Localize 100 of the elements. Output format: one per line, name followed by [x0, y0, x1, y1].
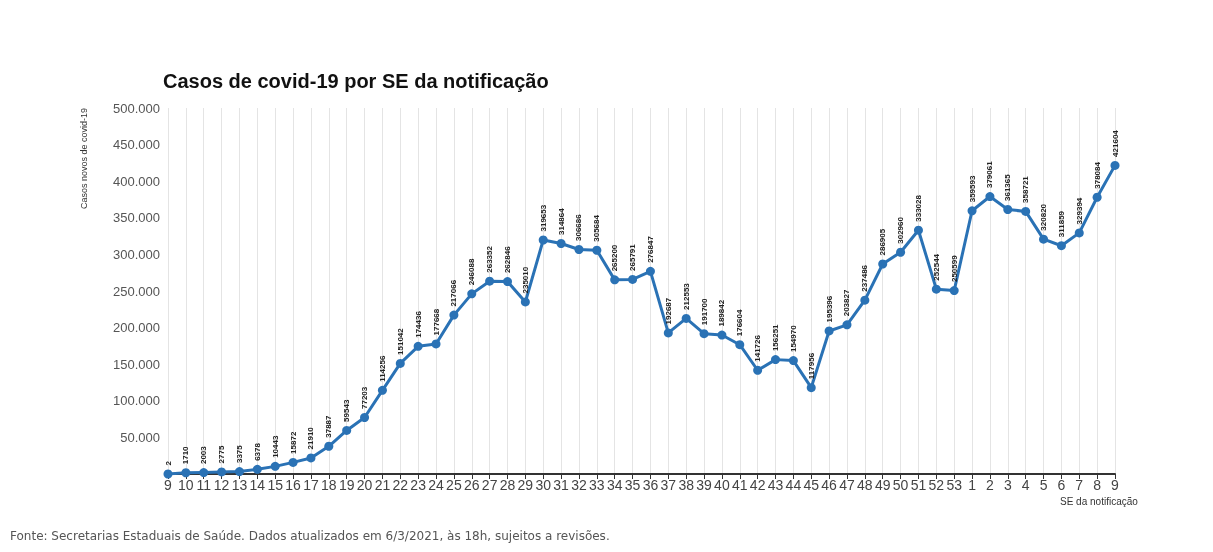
x-tick-label: 18: [321, 477, 337, 493]
x-tick-label: 7: [1075, 477, 1084, 493]
y-tick-label: 200.000: [113, 320, 160, 336]
x-tick-label: 12: [213, 477, 230, 493]
data-label: 262846: [502, 245, 512, 274]
x-tick-label: 45: [803, 477, 820, 493]
data-label: 177668: [431, 308, 441, 336]
point: [377, 385, 387, 395]
point: [824, 326, 834, 336]
point: [1074, 228, 1084, 238]
data-label: 156251: [771, 323, 781, 352]
x-tick-label: 15: [267, 477, 284, 493]
x-tick-label: 32: [571, 477, 587, 493]
point: [163, 469, 173, 479]
data-label: 174436: [413, 310, 423, 338]
data-label: 151042: [395, 327, 405, 355]
point: [288, 457, 298, 467]
point: [1092, 192, 1102, 202]
point: [199, 468, 209, 478]
x-tick-label: 23: [410, 477, 427, 493]
x-tick-label: 30: [535, 477, 552, 493]
data-label: 191700: [699, 297, 709, 326]
x-tick-label: 37: [660, 477, 677, 493]
point: [270, 461, 280, 471]
y-tick-label: 50.000: [120, 429, 160, 445]
x-tick-label: 14: [249, 477, 266, 493]
y-tick-label: 500.000: [113, 100, 160, 116]
point: [413, 341, 423, 351]
y-tick-label: 350.000: [113, 210, 160, 226]
data-label: 302960: [896, 216, 906, 244]
point: [485, 276, 495, 286]
data-label: 359593: [967, 175, 977, 203]
data-label: 276847: [645, 235, 655, 263]
data-label: 311859: [1056, 210, 1066, 238]
x-tick-label: 5: [1039, 477, 1048, 493]
point: [556, 239, 566, 249]
y-tick-label: 100.000: [113, 393, 160, 409]
x-tick-label: 31: [553, 477, 570, 493]
x-tick-label: 26: [463, 477, 480, 493]
point: [1056, 241, 1066, 251]
x-tick-label: 48: [857, 477, 873, 493]
data-label: 361365: [1003, 173, 1013, 201]
data-label: 421604: [1110, 129, 1120, 157]
data-label: 378084: [1092, 161, 1102, 189]
data-label: 265791: [628, 243, 638, 271]
point: [1021, 206, 1031, 216]
point: [699, 329, 709, 339]
point: [610, 275, 620, 285]
point: [1039, 234, 1049, 244]
point: [342, 425, 352, 435]
x-tick-label: 28: [499, 477, 516, 493]
x-tick-label: 41: [731, 477, 748, 493]
point: [306, 453, 316, 463]
point: [806, 383, 816, 393]
y-tick-label: 300.000: [113, 246, 160, 262]
point: [181, 468, 191, 478]
x-tick-label: 17: [303, 477, 319, 493]
point: [681, 313, 691, 323]
point: [771, 355, 781, 365]
data-label: 37887: [324, 414, 334, 438]
data-label: 235010: [520, 266, 530, 294]
data-label: 252544: [931, 253, 941, 281]
x-tick-label: 16: [285, 477, 302, 493]
x-tick-label: 19: [338, 477, 355, 493]
y-tick-label: 450.000: [113, 137, 160, 153]
x-tick-label: 43: [767, 477, 784, 493]
data-label: 10443: [270, 435, 280, 458]
point: [645, 266, 655, 276]
data-label: 3375: [234, 444, 244, 464]
data-label: 217066: [449, 279, 459, 307]
data-label: 59543: [342, 399, 352, 422]
point: [520, 297, 530, 307]
data-label: 6378: [252, 442, 262, 461]
x-tick-label: 49: [874, 477, 891, 493]
x-tick-label: 39: [696, 477, 713, 493]
data-label: 189842: [717, 299, 727, 327]
data-label: 203827: [842, 289, 852, 317]
x-tick-label: 9: [164, 477, 173, 493]
x-tick-label: 51: [910, 477, 927, 493]
point: [1003, 204, 1013, 214]
data-label: 212553: [681, 282, 691, 310]
x-tick-label: 27: [481, 477, 498, 493]
point: [574, 245, 584, 254]
data-label: 2775: [217, 445, 227, 464]
point: [324, 441, 334, 451]
point: [949, 286, 959, 296]
x-tick-label: 47: [839, 477, 855, 493]
x-tick-label: 11: [196, 477, 212, 493]
x-tick-label: 1: [968, 477, 977, 493]
point: [717, 330, 727, 340]
data-label: 15872: [288, 431, 298, 454]
data-label: 21910: [306, 426, 316, 450]
data-label: 2: [163, 460, 173, 466]
data-label: 192687: [663, 297, 673, 325]
point: [896, 247, 906, 257]
data-label: 333028: [913, 194, 923, 222]
data-label: 2003: [199, 445, 209, 465]
data-label: 305684: [592, 214, 602, 242]
x-tick-label: 29: [517, 477, 534, 493]
point: [252, 464, 262, 474]
